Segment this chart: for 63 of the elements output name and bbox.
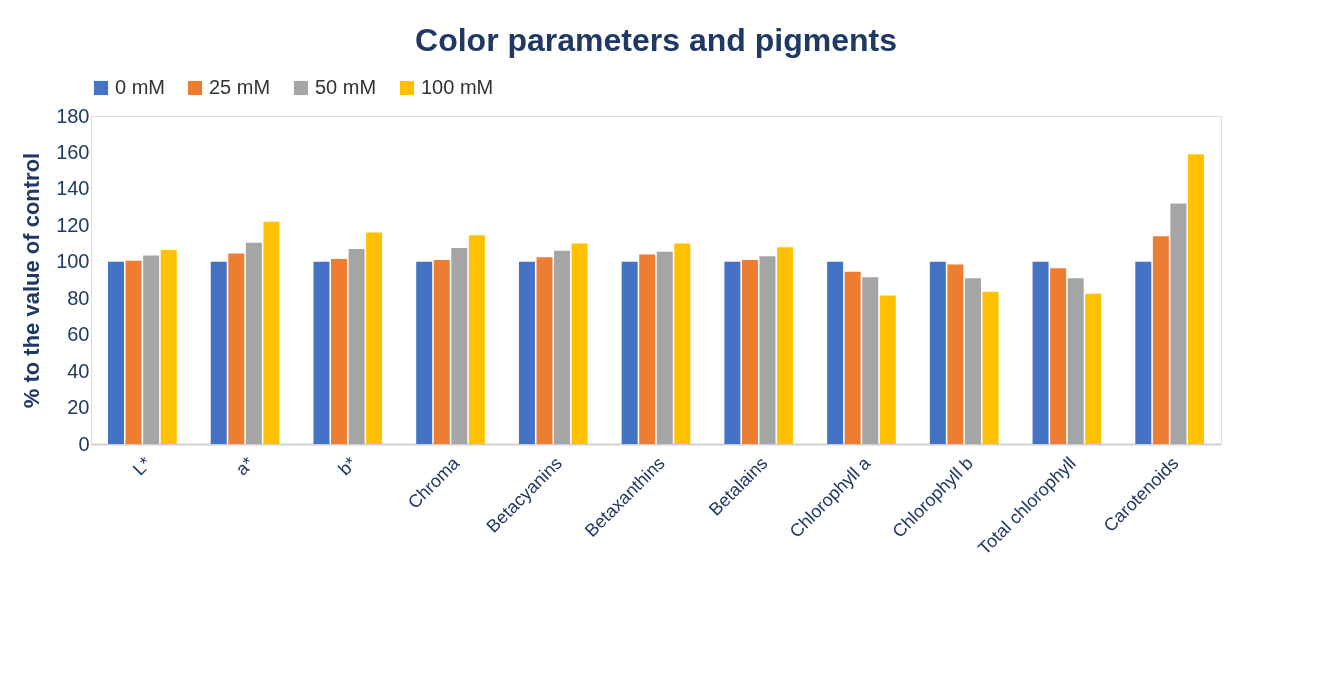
bar	[1085, 293, 1102, 444]
bar	[1187, 154, 1204, 444]
y-tick-label: 60	[67, 323, 90, 346]
y-tick-label: 140	[56, 177, 90, 200]
bar	[656, 251, 673, 444]
bar	[1170, 203, 1187, 444]
legend-label: 100 mM	[421, 76, 494, 98]
bar	[639, 254, 656, 444]
bar	[468, 235, 485, 444]
bar	[210, 261, 227, 444]
bar	[759, 256, 776, 444]
bar	[1032, 261, 1049, 444]
bar	[777, 247, 794, 444]
bar	[947, 264, 964, 444]
y-tick-label: 40	[67, 359, 90, 382]
bar	[554, 250, 571, 444]
bar	[108, 261, 125, 444]
bar	[982, 291, 999, 444]
bar	[1050, 268, 1067, 444]
x-tick-label: L*	[128, 453, 156, 480]
y-tick-label: 0	[78, 432, 90, 455]
bar	[160, 249, 177, 444]
x-tick-label: a*	[231, 453, 258, 480]
bar	[862, 277, 879, 444]
bar	[366, 232, 383, 444]
bar	[827, 261, 844, 444]
bar	[1067, 278, 1084, 444]
bar	[263, 221, 280, 444]
legend-label: 0 mM	[115, 76, 165, 98]
bar	[621, 261, 638, 444]
chart-title: Color parameters and pigments	[415, 22, 897, 58]
bar	[433, 259, 450, 444]
x-tick-label: b*	[334, 453, 361, 480]
y-tick-label: 80	[67, 286, 90, 309]
bar	[1152, 236, 1169, 444]
bar	[724, 261, 741, 444]
y-tick-label: 160	[56, 140, 90, 163]
y-tick-label: 180	[56, 104, 90, 127]
legend-label: 25 mM	[209, 76, 271, 98]
bar	[518, 261, 535, 444]
y-tick-label: 20	[67, 396, 90, 419]
bar	[245, 242, 262, 444]
bar	[331, 259, 348, 444]
bar	[879, 295, 896, 444]
bar	[416, 261, 433, 444]
bar	[844, 271, 861, 444]
bar	[348, 249, 365, 444]
bar	[929, 261, 946, 444]
bar	[536, 257, 553, 444]
legend-label: 50 mM	[315, 76, 377, 98]
bar	[125, 260, 142, 444]
bar	[1135, 261, 1152, 444]
y-tick-label: 100	[56, 250, 90, 273]
bar	[143, 255, 160, 444]
y-axis-title: % to the value of control	[19, 152, 45, 409]
bar	[571, 243, 588, 444]
bar	[228, 253, 245, 444]
bar	[451, 248, 468, 444]
y-tick-label: 120	[56, 213, 90, 236]
bar	[674, 243, 691, 444]
bar	[313, 261, 330, 444]
bar	[964, 278, 981, 444]
bar	[741, 259, 758, 444]
